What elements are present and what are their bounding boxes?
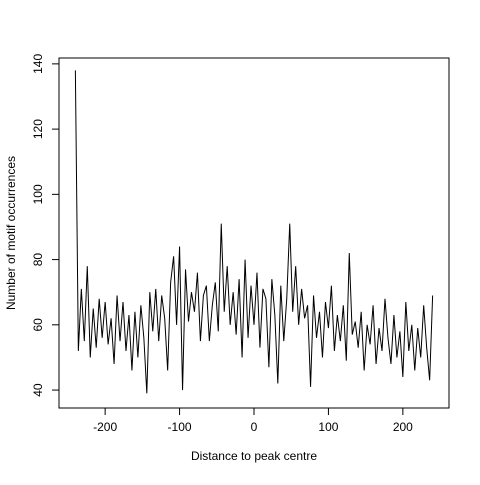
y-axis-label: Number of motif occurrences: [4, 156, 18, 310]
data-line: [74, 70, 434, 394]
x-tick-label: -100: [168, 420, 192, 434]
plot-box: [58, 57, 450, 409]
x-tick-label: 100: [318, 420, 338, 434]
x-tick-label: 200: [393, 420, 413, 434]
y-tick-label: 80: [31, 253, 45, 267]
y-tick-label: 40: [31, 383, 45, 397]
y-tick-label: 60: [31, 318, 45, 332]
y-tick-label: 100: [31, 184, 45, 204]
y-tick-label: 120: [31, 119, 45, 139]
x-tick-label: -200: [93, 420, 117, 434]
y-tick-label: 140: [31, 54, 45, 74]
x-tick-label: 0: [251, 420, 258, 434]
x-axis-label: Distance to peak centre: [191, 449, 317, 463]
